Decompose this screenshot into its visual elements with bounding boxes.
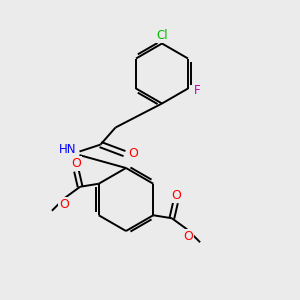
- Text: HN: HN: [59, 142, 76, 156]
- Text: Cl: Cl: [156, 28, 168, 42]
- Text: F: F: [194, 83, 201, 97]
- Text: O: O: [59, 198, 69, 211]
- Text: O: O: [183, 230, 193, 243]
- Text: O: O: [171, 189, 181, 202]
- Text: O: O: [128, 147, 138, 160]
- Text: O: O: [71, 157, 81, 170]
